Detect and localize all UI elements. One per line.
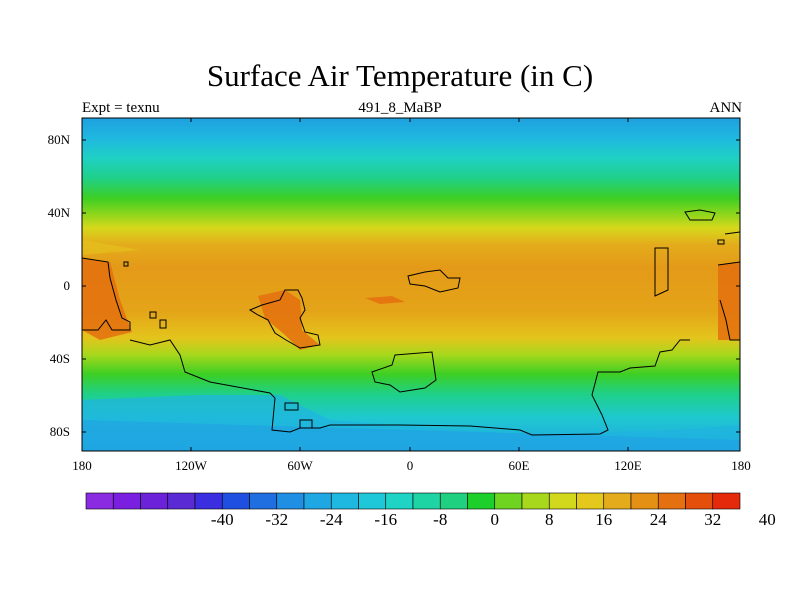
colorbar-label: 40: [758, 510, 776, 529]
season-label: ANN: [709, 100, 743, 116]
colorbar-label: -8: [433, 510, 448, 529]
warm-band-nw: [82, 240, 140, 255]
colorbar-swatch: [576, 492, 605, 510]
colorbar-swatch: [249, 492, 278, 510]
colorbar-swatch: [467, 492, 496, 510]
colorbar-swatch: [194, 492, 223, 510]
lon-tick-60e: 60E: [508, 458, 530, 473]
lat-tick-40s: 40S: [49, 351, 70, 366]
colorbar-label: 16: [595, 510, 613, 529]
colorbar-swatch: [358, 492, 387, 510]
colorbar-label: -40: [210, 510, 234, 529]
colorbar-swatch: [167, 492, 196, 510]
colorbar: [85, 492, 741, 510]
map-frame: [81, 117, 741, 452]
land-warm-patch-south-america: [258, 290, 320, 350]
colorbar-label: -32: [265, 510, 289, 529]
colorbar-label: -24: [319, 510, 343, 529]
colorbar-swatch: [303, 492, 332, 510]
colorbar-swatch: [385, 492, 414, 510]
lon-tick-180e: 180: [731, 458, 751, 473]
colorbar-label: -16: [374, 510, 398, 529]
time-period-label: 491_8_MaBP: [358, 100, 442, 116]
experiment-label: Expt = texnu: [82, 100, 160, 116]
colorbar-swatch: [657, 492, 686, 510]
lon-tick-120w: 120W: [175, 458, 207, 473]
colorbar-swatch: [685, 492, 714, 510]
cold-band-south: [82, 420, 740, 451]
colorbar-swatch: [221, 492, 250, 510]
lon-tick-0: 0: [406, 458, 414, 473]
land-warm-patch-west: [82, 258, 132, 340]
colorbar-label: 32: [704, 510, 722, 529]
colorbar-swatch: [548, 492, 577, 510]
lat-tick-0: 0: [63, 278, 71, 293]
colorbar-swatch: [439, 492, 468, 510]
colorbar-swatch: [521, 492, 550, 510]
colorbar-swatch: [140, 492, 169, 510]
lat-tick-40n: 40N: [47, 205, 70, 220]
lat-tick-80s: 80S: [49, 424, 70, 439]
colorbar-swatch: [630, 492, 659, 510]
colorbar-swatch: [112, 492, 141, 510]
colorbar-label: 0: [490, 510, 500, 529]
axis-ticks: [82, 118, 740, 451]
colorbar-swatch: [712, 492, 741, 510]
colorbar-swatch: [412, 492, 441, 510]
map-title: Surface Air Temperature (in C): [206, 58, 594, 93]
colorbar-swatch: [85, 492, 114, 510]
lon-tick-180w: 180: [72, 458, 92, 473]
colorbar-swatch: [276, 492, 305, 510]
lat-tick-80n: 80N: [47, 132, 70, 147]
colorbar-swatch: [494, 492, 523, 510]
lon-tick-60w: 60W: [287, 458, 313, 473]
warm-patch-atlantic: [365, 296, 405, 304]
colorbar-swatch: [330, 492, 359, 510]
colorbar-label: 24: [649, 510, 667, 529]
coastlines: [81, 209, 741, 436]
land-warm-patch-east: [718, 262, 740, 340]
lon-tick-120e: 120E: [614, 458, 642, 473]
colorbar-label: 8: [545, 510, 554, 529]
colorbar-swatch: [603, 492, 632, 510]
